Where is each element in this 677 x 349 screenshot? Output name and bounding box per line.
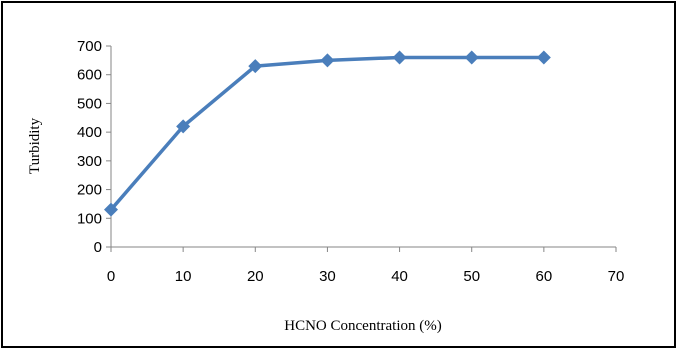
x-tick-label: 30 [319,268,336,285]
y-tick-label: 500 [77,95,102,112]
x-tick-label: 20 [247,268,264,285]
y-tick-label: 700 [77,38,102,55]
series-line [109,55,546,212]
data-point [536,50,551,65]
x-tick-label: 10 [175,268,192,285]
y-axis-title: Turbidity [27,117,43,174]
x-tick-label: 60 [536,268,553,285]
line-chart: 0 100 200 300 400 500 600 700 0 10 20 30 40 50 60 70 Tu… [27,38,624,334]
y-tick-label: 0 [94,239,102,256]
x-axis-title: HCNO Concentration (%) [284,318,441,334]
data-point [248,59,263,74]
data-point [392,50,407,65]
axes: 0 100 200 300 400 500 600 700 0 10 20 30 40 50 60 70 [77,38,624,285]
x-tick-label: 50 [463,268,480,285]
data-point [464,50,479,65]
data-point [104,202,118,217]
series-layer [104,50,551,217]
x-tick-label: 70 [608,268,625,285]
data-point [176,119,191,134]
y-tick-label: 600 [77,67,102,84]
x-tick-label: 40 [391,268,408,285]
y-tick-label: 100 [77,210,102,227]
y-tick-label: 300 [77,153,102,170]
x-tick-label: 0 [107,268,115,285]
data-point [320,53,335,68]
y-tick-label: 400 [77,124,102,141]
y-tick-label: 200 [77,182,102,199]
